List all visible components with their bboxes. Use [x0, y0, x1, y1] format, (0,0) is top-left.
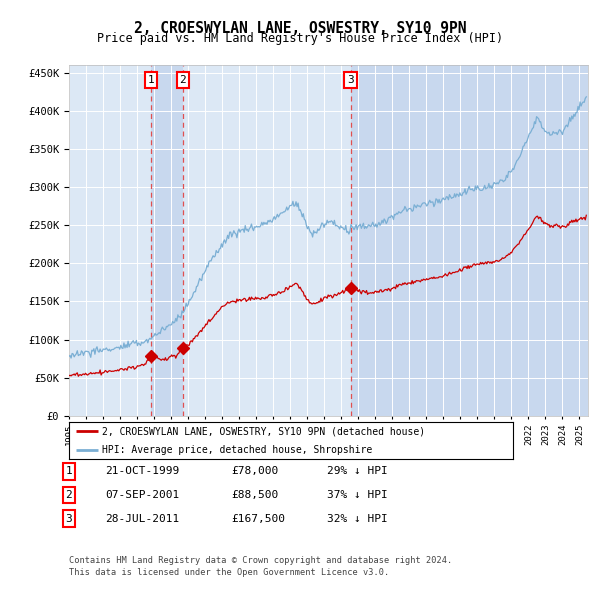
Text: 1: 1: [65, 467, 73, 476]
Bar: [350, 65, 588, 416]
Text: 29% ↓ HPI: 29% ↓ HPI: [327, 467, 388, 476]
Text: 37% ↓ HPI: 37% ↓ HPI: [327, 490, 388, 500]
Text: 1: 1: [148, 75, 154, 85]
Text: 2: 2: [65, 490, 73, 500]
Text: £88,500: £88,500: [231, 490, 278, 500]
Text: 32% ↓ HPI: 32% ↓ HPI: [327, 514, 388, 523]
Text: £78,000: £78,000: [231, 467, 278, 476]
Text: This data is licensed under the Open Government Licence v3.0.: This data is licensed under the Open Gov…: [69, 568, 389, 577]
Text: 2, CROESWYLAN LANE, OSWESTRY, SY10 9PN (detached house): 2, CROESWYLAN LANE, OSWESTRY, SY10 9PN (…: [102, 426, 425, 436]
Text: 3: 3: [347, 75, 354, 85]
Text: 07-SEP-2001: 07-SEP-2001: [105, 490, 179, 500]
Text: 28-JUL-2011: 28-JUL-2011: [105, 514, 179, 523]
Text: 3: 3: [65, 514, 73, 523]
Text: HPI: Average price, detached house, Shropshire: HPI: Average price, detached house, Shro…: [102, 445, 373, 455]
Text: 21-OCT-1999: 21-OCT-1999: [105, 467, 179, 476]
Text: Price paid vs. HM Land Registry's House Price Index (HPI): Price paid vs. HM Land Registry's House …: [97, 32, 503, 45]
Text: Contains HM Land Registry data © Crown copyright and database right 2024.: Contains HM Land Registry data © Crown c…: [69, 556, 452, 565]
Text: £167,500: £167,500: [231, 514, 285, 523]
Text: 2: 2: [179, 75, 186, 85]
Text: 2, CROESWYLAN LANE, OSWESTRY, SY10 9PN: 2, CROESWYLAN LANE, OSWESTRY, SY10 9PN: [134, 21, 466, 35]
Bar: [151, 65, 182, 416]
